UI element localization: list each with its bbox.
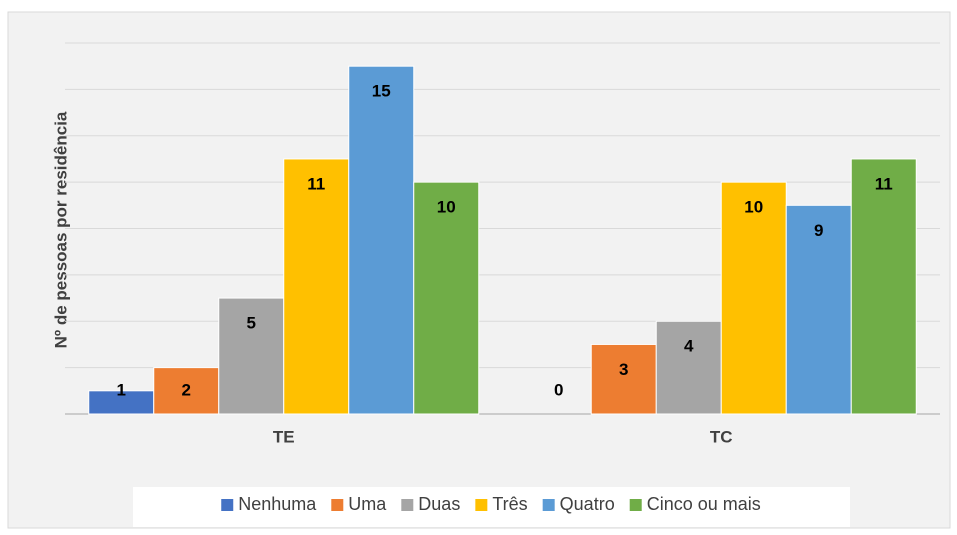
bar [153, 367, 220, 415]
data-label: 4 [684, 337, 694, 356]
legend-label: Nenhuma [238, 494, 317, 514]
bar [785, 204, 852, 415]
bar [413, 181, 480, 415]
legend-swatch [401, 499, 414, 511]
legend-swatch [542, 499, 555, 511]
bar [720, 181, 787, 415]
data-label: 15 [372, 82, 391, 101]
legend-swatch [475, 499, 488, 511]
data-label: 2 [182, 380, 191, 399]
legend-swatch [629, 499, 642, 511]
legend-label: Cinco ou mais [647, 494, 761, 514]
x-tick-label: TC [710, 427, 733, 446]
x-tick-label: TE [273, 427, 295, 446]
bar [283, 158, 350, 415]
data-label: 9 [814, 221, 823, 240]
data-label: 10 [437, 198, 456, 217]
data-label: 0 [554, 380, 563, 399]
bar [655, 320, 722, 415]
legend-swatch [221, 499, 234, 511]
data-label: 11 [307, 174, 325, 193]
data-label: 11 [875, 174, 893, 193]
bar [850, 158, 917, 415]
legend-label: Três [492, 494, 527, 514]
legend-swatch [331, 499, 344, 511]
data-label: 5 [247, 314, 256, 333]
data-label: 10 [744, 198, 763, 217]
data-label: 1 [117, 380, 126, 399]
legend-label: Duas [418, 494, 460, 514]
legend-label: Uma [348, 494, 387, 514]
data-label: 3 [619, 360, 628, 379]
legend-label: Quatro [560, 494, 615, 514]
bar [218, 297, 285, 415]
legend-box [133, 487, 850, 527]
bar [348, 65, 415, 415]
y-axis-label: Nº de pessoas por residência [51, 111, 70, 348]
bar [590, 343, 657, 415]
